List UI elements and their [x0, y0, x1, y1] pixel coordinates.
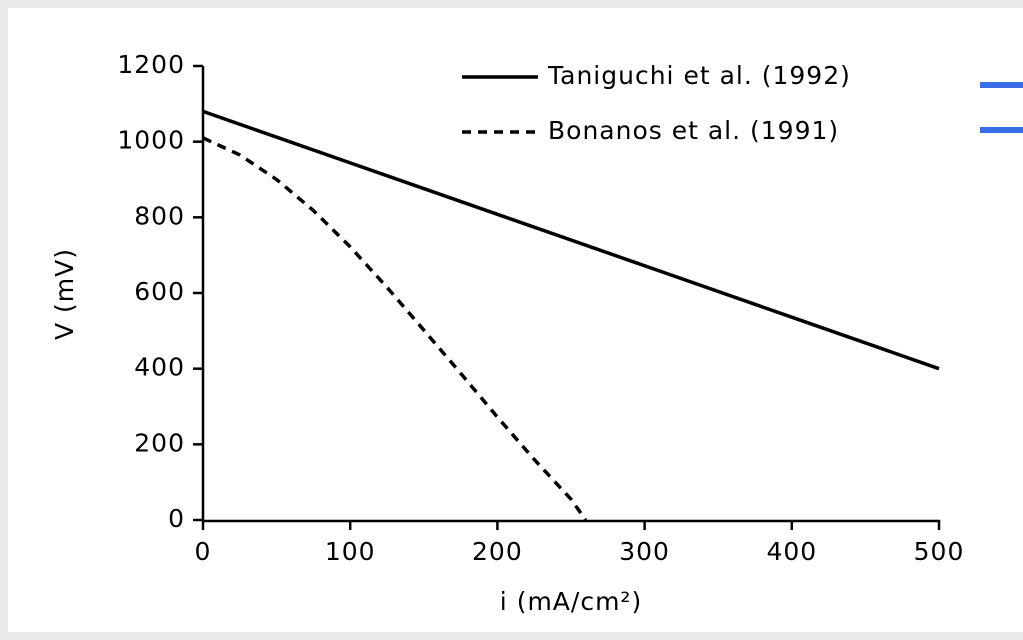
x-tick-label: 0	[195, 537, 212, 566]
artifact	[980, 82, 1023, 88]
legend-label: Bonanos et al. (1991)	[548, 116, 839, 145]
x-tick-label: 500	[914, 537, 965, 566]
x-tick-label: 200	[472, 537, 523, 566]
x-tick-label: 100	[325, 537, 376, 566]
y-tick-label: 0	[168, 504, 185, 533]
y-tick-label: 800	[134, 201, 185, 230]
artifact	[980, 127, 1023, 133]
y-tick-label: 400	[134, 353, 185, 382]
y-tick-label: 1000	[117, 126, 185, 155]
x-tick-label: 300	[619, 537, 670, 566]
legend-label: Taniguchi et al. (1992)	[547, 61, 851, 90]
series-line	[202, 109, 940, 371]
y-tick-label: 600	[134, 277, 185, 306]
y-tick-label: 200	[134, 428, 185, 457]
canvas	[8, 8, 1023, 632]
x-axis-label: i (mA/cm²)	[500, 587, 642, 616]
y-tick-label: 1200	[117, 50, 185, 79]
y-axis-label: V (mV)	[50, 248, 79, 340]
x-tick-label: 400	[766, 537, 817, 566]
